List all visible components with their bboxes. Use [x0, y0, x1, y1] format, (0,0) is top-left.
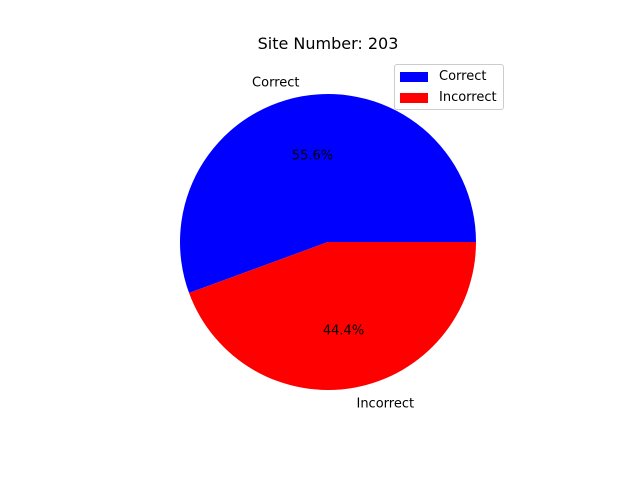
- legend-label-correct: Correct: [439, 69, 487, 84]
- chart-title: Site Number: 203: [258, 34, 399, 53]
- pie-slice-correct: [180, 94, 477, 294]
- legend-swatch-correct: [400, 72, 428, 82]
- legend-entry-correct: Correct: [400, 70, 486, 84]
- slice-label-correct: Correct: [252, 76, 299, 91]
- legend-entry-incorrect: Incorrect: [400, 91, 497, 105]
- legend-swatch-incorrect: [400, 93, 428, 103]
- slice-percent-incorrect: 44.4%: [323, 323, 364, 338]
- slice-percent-correct: 55.6%: [292, 149, 333, 164]
- pie-slices: [180, 94, 477, 391]
- legend-label-incorrect: Incorrect: [439, 90, 497, 105]
- pie-labels: Correct 55.6% Incorrect 44.4%: [252, 76, 414, 412]
- legend: Correct Incorrect: [394, 64, 504, 110]
- pie-slice-incorrect: [189, 242, 476, 391]
- slice-label-incorrect: Incorrect: [356, 396, 414, 411]
